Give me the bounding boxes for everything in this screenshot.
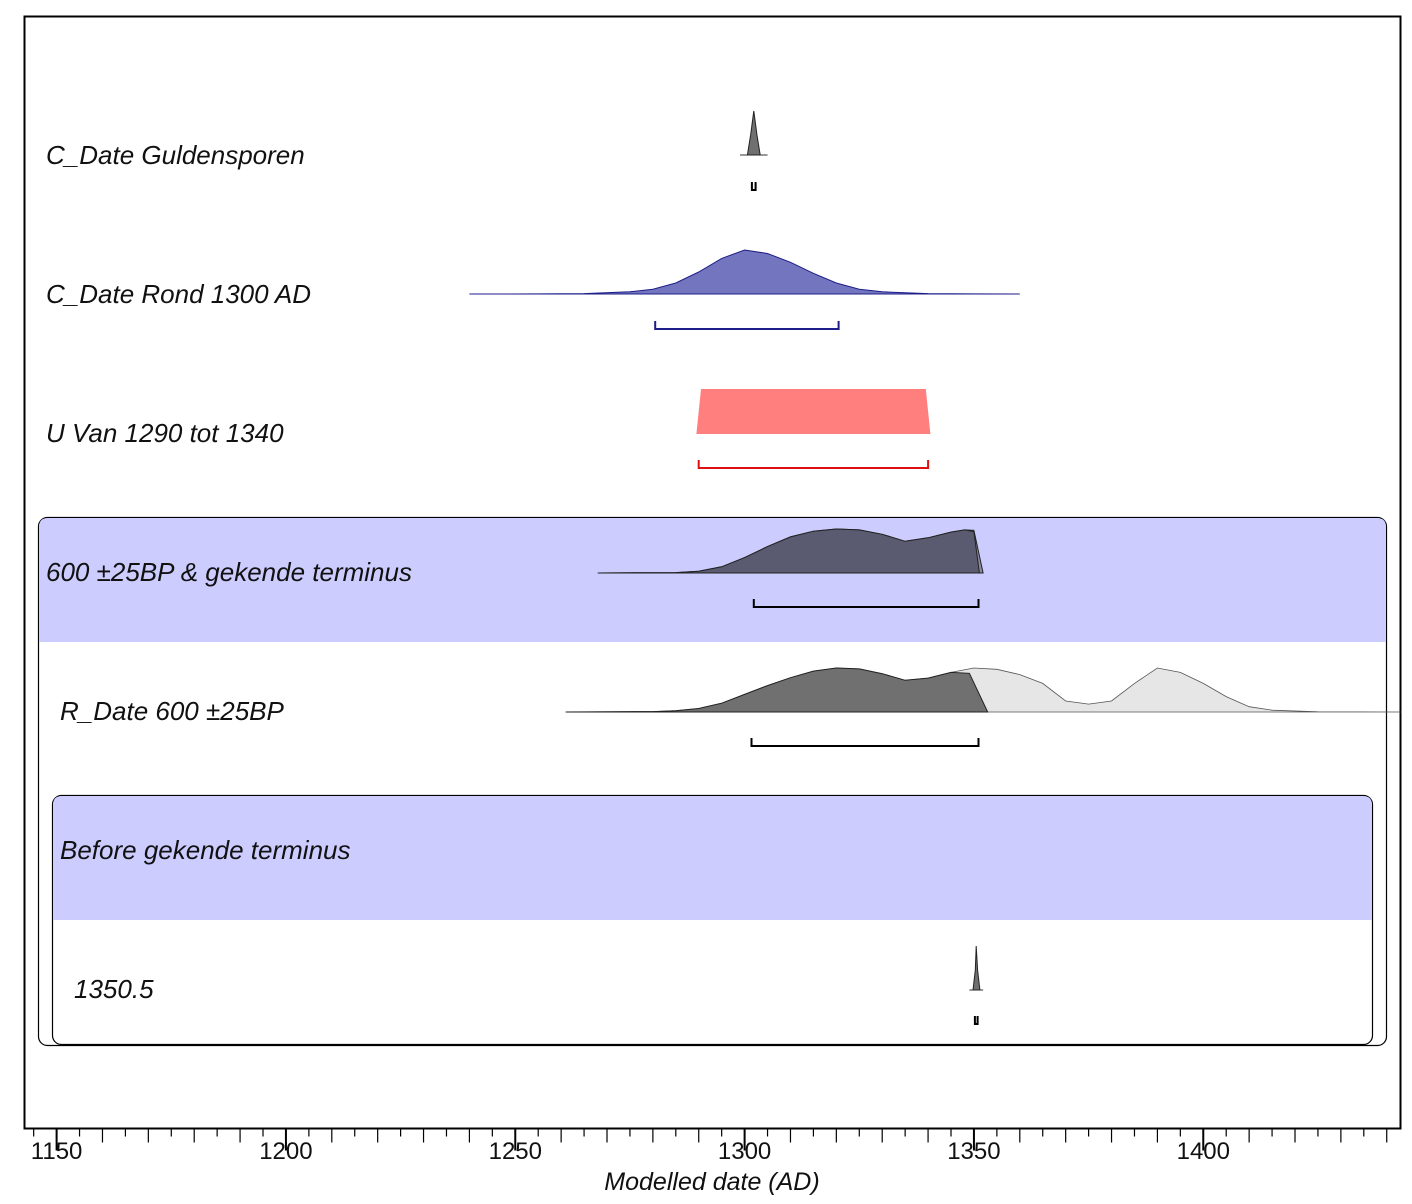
guldensporen-distribution xyxy=(746,110,761,156)
x-tick-label-1350: 1350 xyxy=(947,1138,1000,1165)
x-tick-label-1300: 1300 xyxy=(718,1138,771,1165)
rond-1300-distribution xyxy=(469,249,1020,295)
row-label-group-terminus: 600 ±25BP & gekende terminus xyxy=(46,557,412,587)
uniform-distribution xyxy=(696,389,931,434)
row-label-uniform: U Van 1290 tot 1340 xyxy=(46,418,284,448)
row-label-r-date: R_Date 600 ±25BP xyxy=(60,696,285,726)
row-label-guldensporen: C_Date Guldensporen xyxy=(46,140,305,170)
row-label-1350-5: 1350.5 xyxy=(74,974,154,1004)
x-tick-label-1150: 1150 xyxy=(31,1138,83,1165)
x-tick-label-1200: 1200 xyxy=(259,1138,312,1165)
guldensporen-range-bracket xyxy=(750,182,757,191)
x-axis-title: Modelled date (AD) xyxy=(604,1168,819,1196)
x-tick-label-1400: 1400 xyxy=(1177,1138,1230,1165)
group-band-inner xyxy=(53,796,1372,920)
x-tick-label-1250: 1250 xyxy=(489,1138,542,1165)
group-terminus-range-bracket xyxy=(752,599,980,608)
terminus-1350-range-bracket xyxy=(973,1016,979,1025)
r-date-range-bracket xyxy=(750,738,980,747)
group-terminus-distribution xyxy=(597,528,980,574)
r-date-distribution xyxy=(565,667,989,713)
plot-frame xyxy=(23,15,1402,1130)
row-label-rond-1300: C_Date Rond 1300 AD xyxy=(46,279,311,309)
terminus-1350-distribution xyxy=(972,945,981,991)
uniform-range-bracket xyxy=(697,460,930,469)
row-label-before-terminus: Before gekende terminus xyxy=(60,835,351,865)
rond-1300-range-bracket xyxy=(654,321,840,330)
group-band-outer xyxy=(39,518,1386,642)
